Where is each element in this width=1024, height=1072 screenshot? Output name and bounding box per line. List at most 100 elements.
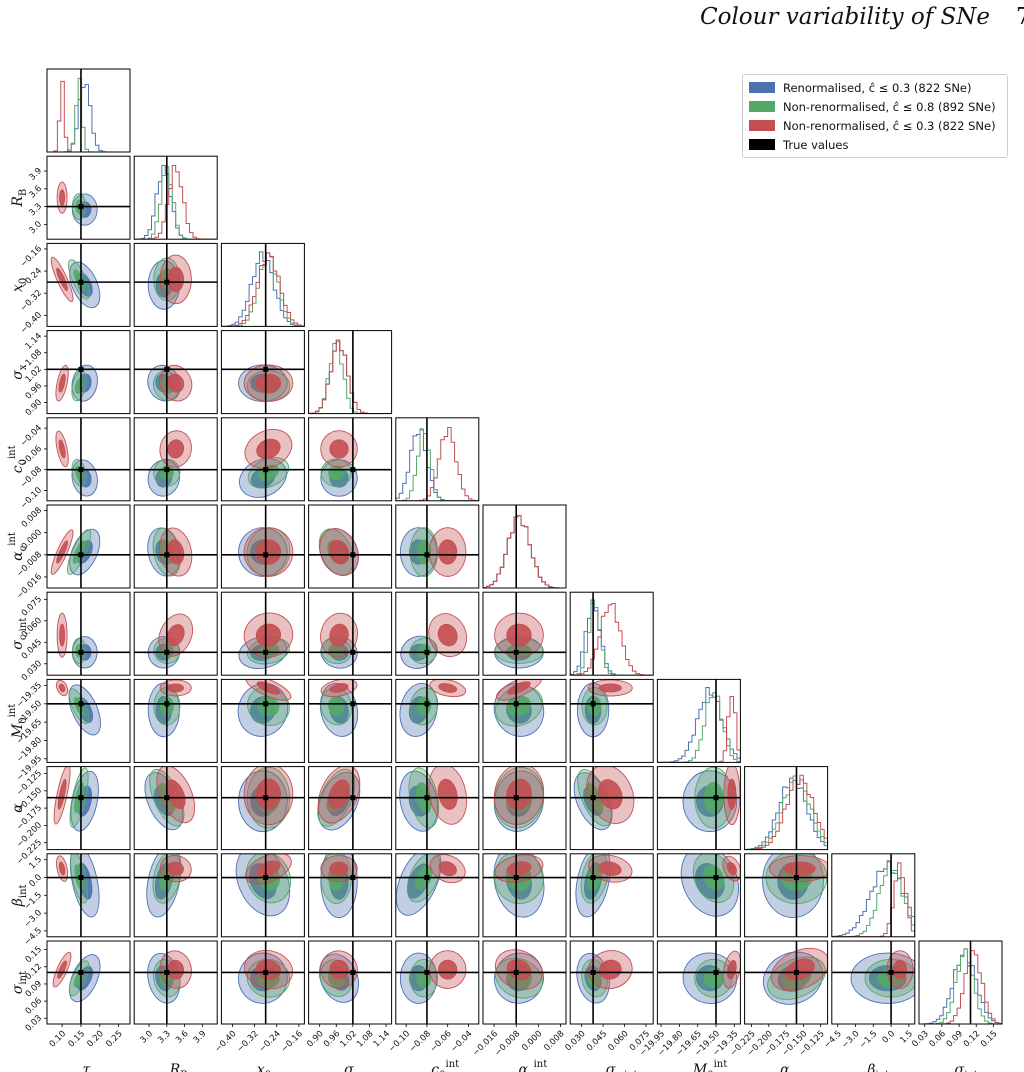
x-tick-label: −0.06 xyxy=(428,1029,454,1055)
contour-1sigma xyxy=(255,778,282,810)
truth-marker xyxy=(424,552,430,558)
contour-panel xyxy=(308,417,393,502)
contour-1sigma xyxy=(329,439,349,459)
truth-marker xyxy=(164,279,170,285)
truth-marker xyxy=(164,366,170,372)
contour-panel xyxy=(133,591,218,676)
x-tick-label: −4.5 xyxy=(822,1029,844,1051)
panel-frame xyxy=(220,766,305,851)
contour-1sigma xyxy=(893,959,907,980)
truth-marker xyxy=(424,701,430,707)
panel-frame xyxy=(220,853,305,938)
x-tick-label: −0.08 xyxy=(408,1029,434,1055)
contour-panel xyxy=(395,591,480,676)
y-tick-label: −0.10 xyxy=(19,485,45,511)
contour-panel xyxy=(133,417,218,502)
contour-panel xyxy=(569,853,654,938)
truth-marker xyxy=(513,795,519,801)
contour-1sigma xyxy=(784,861,816,876)
axis-label: M0int xyxy=(7,704,29,739)
contour-1sigma xyxy=(256,681,281,695)
panel-frame xyxy=(133,940,218,1025)
truth-marker xyxy=(164,701,170,707)
truth-marker xyxy=(713,875,719,881)
truth-marker xyxy=(164,467,170,473)
x-tick-label: 0.90 xyxy=(305,1029,325,1049)
panel-frame xyxy=(308,853,393,938)
panel-frame xyxy=(918,940,1003,1025)
axis-label: σc,int xyxy=(10,618,29,650)
legend-swatch xyxy=(749,101,775,112)
y-tick-label: 0.96 xyxy=(24,381,44,401)
contour-1sigma xyxy=(598,861,622,876)
histogram-step xyxy=(570,599,654,676)
x-tick-label: −0.16 xyxy=(279,1029,305,1055)
contour-panel xyxy=(308,853,393,938)
contour-1sigma xyxy=(58,683,66,693)
y-tick-label: 0.03 xyxy=(24,1013,44,1033)
contour-1sigma xyxy=(416,539,432,565)
contour-panel: 3.03.33.63.9 RB xyxy=(133,940,218,1072)
histogram-step xyxy=(221,251,305,327)
axis-label: c0int xyxy=(431,1059,459,1072)
panel-frame xyxy=(308,766,393,851)
panel-frame xyxy=(831,853,916,938)
truth-marker xyxy=(78,552,84,558)
contour-1sigma xyxy=(56,540,68,564)
legend-swatch xyxy=(749,139,775,150)
y-tick-label: 3.9 xyxy=(27,166,44,183)
panel-frame xyxy=(482,853,567,938)
axis-label: x0 xyxy=(10,278,29,292)
contour-1sigma xyxy=(166,624,185,647)
truth-marker xyxy=(164,552,170,558)
y-tick-label: 0.15 xyxy=(24,945,44,965)
contour-1sigma xyxy=(167,439,185,459)
truth-marker xyxy=(164,795,170,801)
histogram-step xyxy=(395,428,479,501)
y-tick-label: 0.030 xyxy=(20,659,44,683)
x-tick-label: 0.000 xyxy=(520,1029,544,1053)
panel-frame xyxy=(133,504,218,589)
truth-marker xyxy=(164,649,170,655)
truth-marker xyxy=(78,701,84,707)
page-header: Colour variability of SNe 7 xyxy=(700,4,1024,30)
axis-label: αcint xyxy=(7,532,29,561)
contour-panel xyxy=(482,766,567,851)
contour-panel xyxy=(308,766,393,851)
panel-frame xyxy=(744,853,829,938)
truth-marker xyxy=(793,875,799,881)
legend-entry: Non-renormalised, ĉ ≤ 0.8 (892 SNe) xyxy=(749,97,1001,116)
contour-1sigma xyxy=(328,539,350,565)
contour-1sigma xyxy=(727,959,737,980)
truth-marker xyxy=(263,552,269,558)
panel-frame xyxy=(133,678,218,763)
axis-label: M0int xyxy=(692,1059,727,1072)
panel-frame xyxy=(46,242,131,327)
panel-frame xyxy=(46,68,131,153)
contour-1sigma xyxy=(506,861,532,876)
panel-frame xyxy=(569,940,654,1025)
contour-1sigma xyxy=(59,623,66,647)
axis-label: βint xyxy=(866,1062,889,1072)
panel-frame xyxy=(569,766,654,851)
panel-frame xyxy=(569,853,654,938)
truth-marker xyxy=(513,649,519,655)
contour-1sigma xyxy=(167,266,184,292)
panel-frame xyxy=(133,591,218,676)
panel-frame xyxy=(133,155,218,240)
truth-marker xyxy=(350,875,356,881)
truth-marker xyxy=(78,467,84,473)
axis-label: σx xyxy=(344,1062,360,1072)
x-tick-label: −0.10 xyxy=(387,1029,413,1055)
legend-label: Non-renormalised, ĉ ≤ 0.8 (892 SNe) xyxy=(783,99,996,114)
contour-1sigma xyxy=(255,373,282,393)
contour-1sigma xyxy=(598,779,623,810)
y-tick-label: 3.3 xyxy=(27,202,44,219)
x-tick-label: 0.15 xyxy=(979,1029,999,1049)
contour-panel xyxy=(133,504,218,589)
contour-1sigma xyxy=(329,861,349,876)
axis-label: σint xyxy=(955,1062,978,1072)
